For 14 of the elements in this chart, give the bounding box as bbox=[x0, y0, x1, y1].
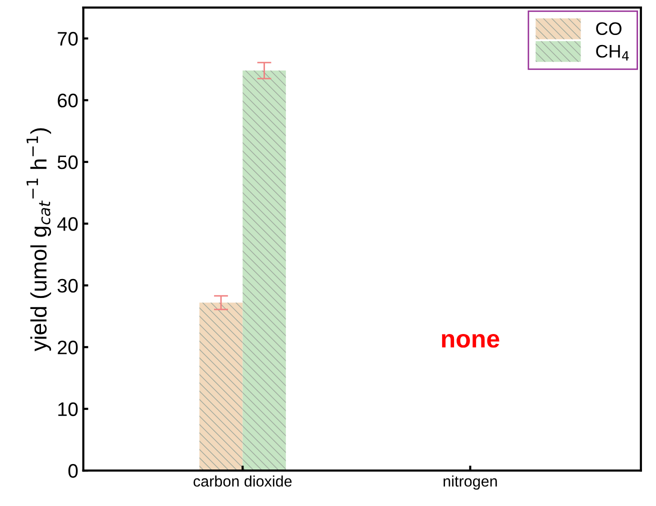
y-tick-label: 10 bbox=[58, 402, 78, 416]
legend-label: CO bbox=[596, 22, 622, 36]
y-tick-label: 20 bbox=[58, 340, 78, 354]
y-tick-label: 40 bbox=[57, 217, 78, 231]
x-tick-label: nitrogen bbox=[444, 475, 497, 490]
legend-label: CH$_{4}$ bbox=[596, 44, 629, 60]
y-tick-label: 0 bbox=[68, 464, 78, 478]
y-tick-label: 50 bbox=[58, 155, 78, 170]
annotation: none bbox=[442, 334, 500, 348]
y-axis-title: yield (umol g$_{cat}$$^{−1}$ h$^{−1}$) bbox=[26, 128, 52, 352]
y-tick-label: 60 bbox=[58, 94, 78, 108]
x-tick-label: carbon dioxide bbox=[194, 475, 292, 487]
y-tick-label: 70 bbox=[58, 32, 78, 46]
y-tick-label: 30 bbox=[58, 278, 78, 293]
